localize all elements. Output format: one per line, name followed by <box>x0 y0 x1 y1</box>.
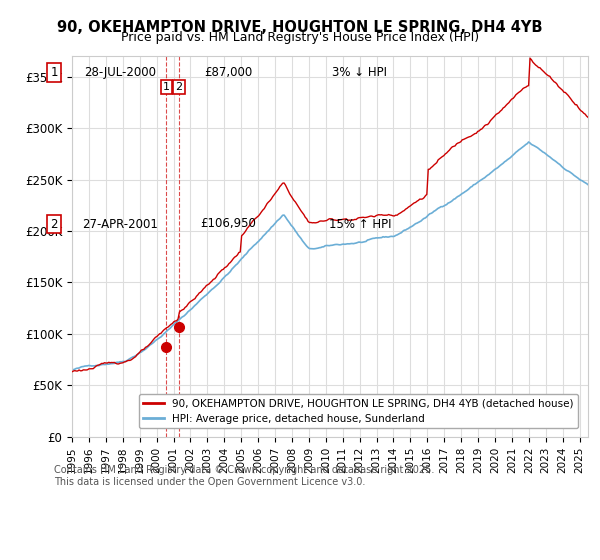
Text: 2: 2 <box>50 217 58 231</box>
Text: Contains HM Land Registry data © Crown copyright and database right 2025.
This d: Contains HM Land Registry data © Crown c… <box>54 465 434 487</box>
Text: 2: 2 <box>175 82 182 92</box>
Text: £87,000: £87,000 <box>204 66 252 80</box>
Text: 27-APR-2001: 27-APR-2001 <box>82 217 158 231</box>
Text: £106,950: £106,950 <box>200 217 256 231</box>
Text: 3% ↓ HPI: 3% ↓ HPI <box>332 66 388 80</box>
Text: Price paid vs. HM Land Registry's House Price Index (HPI): Price paid vs. HM Land Registry's House … <box>121 31 479 44</box>
Text: 90, OKEHAMPTON DRIVE, HOUGHTON LE SPRING, DH4 4YB: 90, OKEHAMPTON DRIVE, HOUGHTON LE SPRING… <box>57 20 543 35</box>
Text: 1: 1 <box>163 82 170 92</box>
Text: 1: 1 <box>50 66 58 80</box>
Legend: 90, OKEHAMPTON DRIVE, HOUGHTON LE SPRING, DH4 4YB (detached house), HPI: Average: 90, OKEHAMPTON DRIVE, HOUGHTON LE SPRING… <box>139 394 578 428</box>
Text: 28-JUL-2000: 28-JUL-2000 <box>84 66 156 80</box>
Text: 15% ↑ HPI: 15% ↑ HPI <box>329 217 391 231</box>
